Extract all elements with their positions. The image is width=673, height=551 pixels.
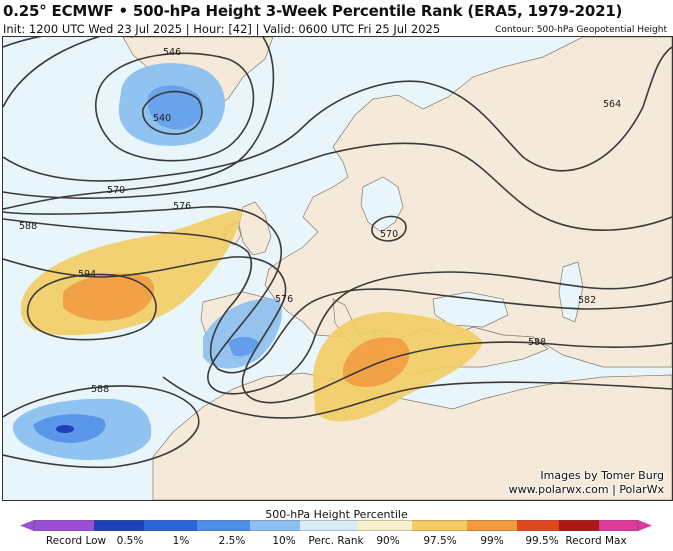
contour-label: 588 [19, 221, 37, 232]
colorbar-label: Record Low [45, 535, 107, 547]
contour-labels: 546 540 564 570 576 588 594 570 576 582 … [19, 47, 621, 395]
contour-576 [3, 206, 672, 395]
credit-website: www.polarwx.com | PolarWx [508, 483, 664, 496]
contour-588-north [3, 256, 672, 404]
colorbar-label: Perc. Rank [308, 535, 364, 547]
contour-552 [3, 37, 133, 48]
contour-label: 564 [603, 99, 621, 110]
colorbar-arrow-high [638, 520, 652, 531]
contour-570 [3, 142, 672, 231]
contour-564 [3, 46, 672, 182]
anomaly-high-balkans-core [343, 337, 410, 388]
contour-label: 546 [163, 47, 181, 58]
great-britain [238, 201, 272, 256]
contour-582 [3, 218, 672, 374]
contour-label: 570 [107, 185, 125, 196]
colorbar-swatch [94, 520, 144, 531]
contour-label: 588 [91, 384, 109, 395]
percentile-shading [12, 63, 483, 461]
colorbar-label: 10% [272, 535, 296, 547]
colorbar-label: 90% [376, 535, 400, 547]
colorbar-arrow-low [20, 520, 34, 531]
contour-label: 570 [380, 229, 398, 240]
colorbar-swatch [559, 520, 599, 531]
anomaly-high-atlantic-core [63, 273, 155, 321]
colorbar-label: 1% [172, 535, 190, 547]
colorbar-label: 0.5% [116, 535, 144, 547]
contour-label: 576 [173, 201, 191, 212]
colorbar-swatch [357, 520, 412, 531]
colorbar-swatch [599, 520, 638, 531]
contour-570-closed [371, 215, 407, 242]
map-panel: 546 540 564 570 576 588 594 570 576 582 … [2, 36, 673, 501]
contour-558 [3, 37, 275, 210]
colorbar-swatch [517, 520, 559, 531]
colorbar-swatch [467, 520, 517, 531]
contour-label: 582 [578, 295, 596, 306]
contour-588-south [3, 385, 200, 469]
colorbar-labels: Record Low 0.5% 1% 2.5% 10% Perc. Rank 9… [0, 535, 673, 549]
colorbar-label: 2.5% [218, 535, 246, 547]
colorbar-swatch [300, 520, 357, 531]
contour-588-africa [162, 376, 672, 419]
map-svg: 546 540 564 570 576 588 594 570 576 582 … [3, 37, 672, 500]
contour-label: 540 [153, 113, 171, 124]
colorbar-label: 99% [480, 535, 504, 547]
colorbar-swatch [144, 520, 197, 531]
colorbar-swatch [34, 520, 94, 531]
contour-label: 576 [275, 294, 293, 305]
colorbar-outline [33, 520, 639, 531]
height-contours [3, 37, 672, 469]
colorbar-swatch [197, 520, 250, 531]
colorbar [20, 520, 652, 531]
contour-note: Contour: 500-hPa Geopotential Height [495, 25, 667, 35]
baltic-sea [360, 176, 404, 233]
contour-540 [142, 90, 203, 135]
contour-546 [95, 52, 255, 162]
colorbar-label: 97.5% [423, 535, 457, 547]
contour-label: 588 [528, 337, 546, 348]
anomaly-low-southwest-peak [56, 425, 74, 433]
contour-594 [26, 273, 157, 341]
colorbar-swatch [412, 520, 467, 531]
credit-author: Images by Tomer Burg [540, 469, 664, 482]
page-title: 0.25° ECMWF • 500-hPa Height 3-Week Perc… [3, 2, 623, 20]
colorbar-swatch [250, 520, 300, 531]
colorbar-title: 500-hPa Height Percentile [265, 508, 408, 521]
anomaly-low-iberia-core [228, 336, 259, 357]
colorbar-label: 99.5% [525, 535, 559, 547]
caspian-sea [558, 261, 584, 323]
anomaly-low-greenland-core [147, 85, 203, 130]
run-info: Init: 1200 UTC Wed 23 Jul 2025 | Hour: [… [3, 22, 441, 36]
contour-label: 594 [78, 269, 96, 280]
colorbar-label: Record Max [565, 535, 627, 547]
